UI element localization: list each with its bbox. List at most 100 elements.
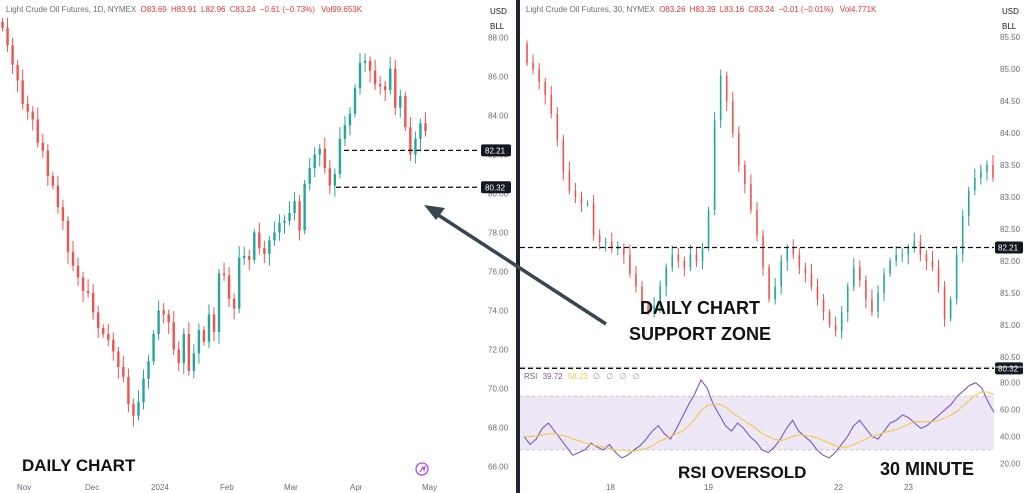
candle	[358, 52, 362, 95]
daily-chart-panel[interactable]: 88.0086.0084.0082.0080.0078.0076.0074.00…	[0, 0, 516, 493]
candle-body	[653, 305, 655, 313]
candle-body	[353, 88, 357, 114]
candle	[635, 266, 637, 293]
candle	[604, 237, 607, 252]
rsi-label: RSI	[524, 372, 538, 381]
candle	[338, 127, 342, 179]
candle-body	[202, 330, 206, 342]
candle	[414, 131, 417, 164]
low-value: L83.16	[719, 5, 745, 14]
candle	[526, 40, 528, 66]
price-axis-label: 80.00	[488, 190, 509, 199]
candle	[343, 116, 347, 147]
daily-candlestick-chart[interactable]: 88.0086.0084.0082.0080.0078.0076.0074.00…	[0, 0, 516, 493]
candle-body	[368, 60, 372, 71]
candle	[828, 308, 831, 328]
candle	[647, 302, 649, 316]
candle	[865, 275, 867, 309]
candle-body	[955, 254, 958, 300]
candle-body	[665, 267, 668, 287]
candle-body	[157, 310, 160, 334]
close-value: C83.24	[748, 5, 775, 14]
candle-body	[71, 252, 75, 266]
candle	[804, 262, 807, 283]
candle	[859, 260, 861, 287]
candle	[677, 247, 680, 268]
candle-body	[212, 314, 216, 332]
candle-body	[992, 165, 994, 178]
candle	[263, 240, 266, 264]
candle	[419, 118, 422, 151]
candle-body	[598, 235, 601, 242]
candle-body	[172, 322, 175, 350]
candle-body	[774, 286, 776, 300]
candle-body	[91, 292, 95, 313]
candle-body	[713, 120, 716, 210]
candle	[840, 305, 843, 339]
candle-body	[792, 248, 795, 255]
candle-body	[328, 168, 332, 186]
candle-body	[162, 310, 165, 315]
candle-body	[859, 267, 861, 281]
candle-body	[556, 113, 559, 140]
open-value: O83.26	[659, 5, 686, 14]
candle	[786, 244, 789, 271]
candle	[112, 332, 115, 361]
candle	[91, 283, 95, 320]
level-badge	[995, 241, 1023, 254]
rsi-header: RSI 39.72 58.23 ∅ ∅ ∅ ∅	[524, 372, 642, 381]
annotation-line-1: DAILY CHART	[640, 298, 761, 318]
rsi-axis-label: 20.00	[1000, 459, 1021, 468]
candle	[762, 229, 764, 276]
annotation-line-2: SUPPORT ZONE	[629, 324, 772, 344]
intraday-candlestick-chart[interactable]: 85.50 85.00 84.50 84.00 83.50 83.00 82.50 82.00…	[520, 0, 1024, 493]
candle-body	[217, 273, 221, 332]
candle-body	[36, 119, 39, 143]
candle	[852, 258, 855, 292]
candle	[556, 107, 559, 147]
candle-body	[659, 286, 661, 306]
candle	[222, 262, 226, 281]
candle	[147, 354, 150, 389]
candle-body	[56, 185, 60, 208]
candle-body	[248, 255, 251, 260]
candle-body	[810, 273, 813, 287]
candle-body	[610, 241, 613, 249]
price-axis-label: 84.00	[488, 112, 509, 121]
level-badge-label: 80.32	[485, 183, 506, 192]
candle-body	[725, 75, 728, 102]
candle-body	[623, 248, 625, 255]
candle-body	[986, 165, 988, 172]
candle	[348, 107, 352, 136]
candle	[26, 95, 29, 120]
candle	[273, 221, 276, 246]
candle	[756, 202, 758, 242]
level-badge-label: 80.32	[998, 364, 1019, 373]
candle-body	[424, 123, 427, 132]
candle	[768, 264, 770, 303]
price-axis-label: 68.00	[488, 424, 509, 433]
candle-body	[288, 213, 291, 221]
candle	[157, 300, 160, 341]
candle-body	[348, 113, 352, 126]
candle	[846, 282, 849, 322]
candle	[46, 144, 50, 186]
rsi-oversold-caption: RSI OVERSOLD	[678, 463, 807, 482]
candle	[323, 137, 326, 174]
price-axis-label: 80.50	[1000, 353, 1021, 362]
candle	[107, 323, 110, 347]
intraday-chart-panel[interactable]: 85.50 85.00 84.50 84.00 83.50 83.00 82.50 82.00…	[520, 0, 1024, 493]
candle	[333, 168, 337, 197]
candle	[197, 323, 201, 364]
candle-body	[719, 75, 722, 121]
time-axis-label: Mar	[284, 483, 298, 492]
candle-body	[544, 81, 546, 95]
candle	[21, 69, 24, 110]
candle-body	[243, 255, 246, 258]
level-badge	[995, 362, 1023, 375]
candle	[731, 92, 734, 138]
candle	[187, 322, 191, 376]
candle-body	[937, 267, 940, 287]
candle-body	[647, 305, 649, 313]
currency-label: USD	[1002, 7, 1019, 16]
